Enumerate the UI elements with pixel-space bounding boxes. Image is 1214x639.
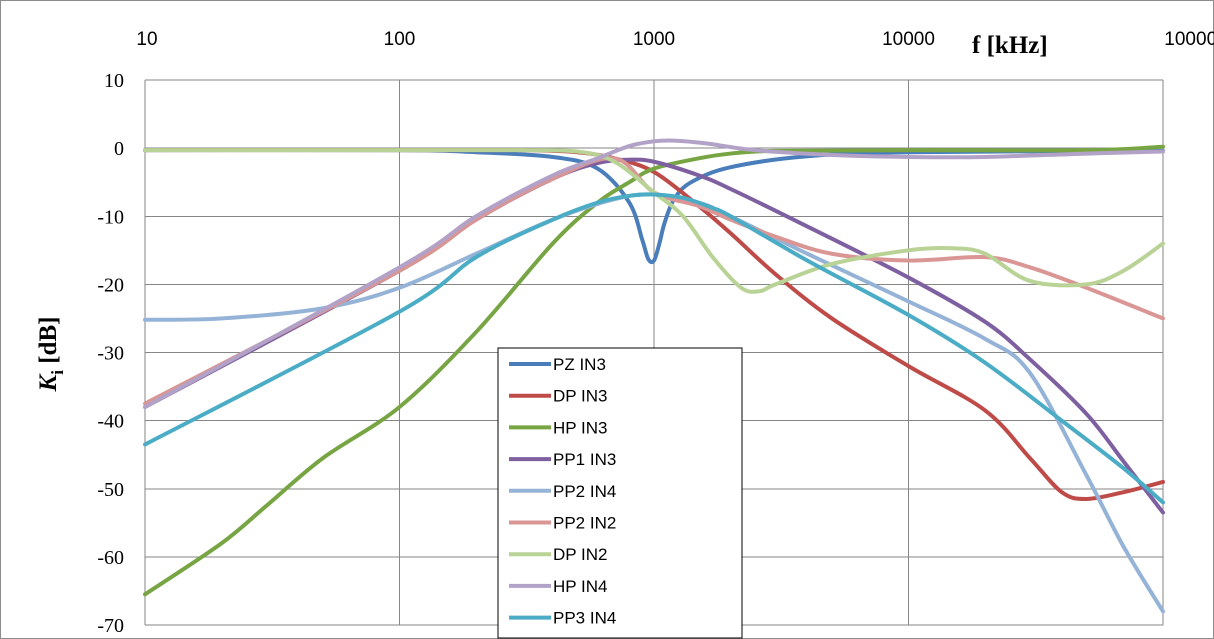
legend-label: DP IN3 bbox=[553, 387, 608, 406]
series-line-dp-in2 bbox=[143, 148, 1165, 294]
series-lines bbox=[143, 138, 1165, 614]
y-tick-label: -20 bbox=[97, 274, 124, 296]
y-axis-label-unit: [dB] bbox=[35, 317, 62, 370]
y-axis-ticks: 10 0 -10 -20 -30 -40 -50 -60 -70 bbox=[97, 70, 124, 637]
legend-label: PP1 IN3 bbox=[553, 450, 616, 469]
y-tick-label: -10 bbox=[97, 206, 124, 228]
x-tick-label: 100 bbox=[384, 29, 416, 50]
legend-label: PZ IN3 bbox=[553, 355, 606, 374]
x-axis-ticks: 10 100 1000 10000 100000 bbox=[136, 29, 1214, 50]
y-tick-label: 0 bbox=[114, 138, 124, 160]
x-axis-label: f [kHz] bbox=[972, 32, 1048, 59]
y-tick-label: 10 bbox=[104, 70, 124, 92]
series-line-hp-in4 bbox=[143, 138, 1165, 409]
legend-label: HP IN4 bbox=[553, 577, 608, 596]
series-line-pp2-in2 bbox=[143, 156, 1165, 406]
x-tick-label: 1000 bbox=[633, 29, 675, 50]
y-tick-label: -60 bbox=[97, 547, 124, 569]
y-axis-label-main: K bbox=[35, 372, 62, 392]
y-tick-label: -40 bbox=[97, 411, 124, 433]
legend-label: HP IN3 bbox=[553, 418, 608, 437]
series-line-pp3-in4 bbox=[143, 192, 1165, 505]
legend-label: DP IN2 bbox=[553, 545, 608, 564]
y-axis-label-sub: i bbox=[48, 370, 67, 375]
legend-box bbox=[497, 347, 743, 639]
series-line-hp-in3 bbox=[143, 144, 1165, 597]
series-line-pz-in3 bbox=[143, 148, 1165, 265]
y-tick-label: -30 bbox=[97, 343, 124, 365]
x-tick-label: 10000 bbox=[882, 29, 935, 50]
legend: PZ IN3 DP IN3 HP IN3 PP1 IN3 PP2 IN4 PP2 IN2 D… bbox=[497, 347, 743, 639]
legend-label: PP3 IN4 bbox=[553, 609, 616, 628]
legend-label: PP2 IN2 bbox=[553, 514, 616, 533]
y-axis-label: Ki [dB] bbox=[35, 317, 67, 393]
x-tick-label: 10 bbox=[136, 29, 157, 50]
y-tick-label: -50 bbox=[97, 479, 124, 501]
legend-label: PP2 IN4 bbox=[553, 482, 616, 501]
y-tick-label: -70 bbox=[97, 615, 124, 637]
x-tick-label: 100000 bbox=[1164, 29, 1214, 50]
